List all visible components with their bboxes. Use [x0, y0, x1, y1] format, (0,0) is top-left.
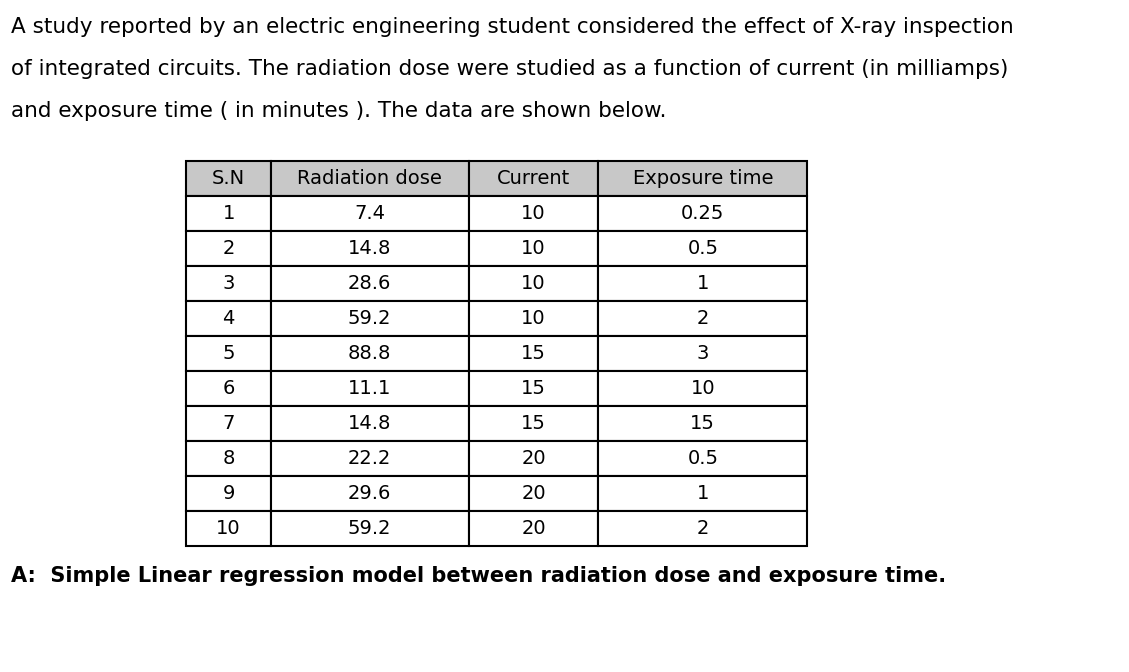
Text: 15: 15: [690, 414, 716, 433]
Bar: [271, 266, 469, 301]
Text: Exposure time: Exposure time: [632, 169, 773, 188]
Text: 15: 15: [520, 414, 546, 433]
Text: 14.8: 14.8: [348, 414, 392, 433]
Text: 1: 1: [697, 484, 709, 503]
Text: 20: 20: [522, 449, 545, 468]
Text: 59.2: 59.2: [348, 519, 392, 538]
Text: 10: 10: [522, 204, 545, 223]
Bar: [598, 406, 807, 441]
Text: A:  Simple Linear regression model between radiation dose and exposure time.: A: Simple Linear regression model betwee…: [11, 566, 946, 586]
Text: 22.2: 22.2: [348, 449, 392, 468]
Bar: [271, 406, 469, 441]
Bar: [271, 336, 469, 371]
Text: 8: 8: [222, 449, 235, 468]
Bar: [598, 231, 807, 266]
Bar: [271, 231, 469, 266]
Bar: [469, 231, 598, 266]
Text: 0.25: 0.25: [681, 204, 725, 223]
Bar: [271, 511, 469, 546]
Bar: [186, 406, 271, 441]
Bar: [186, 371, 271, 406]
Text: 28.6: 28.6: [348, 274, 392, 293]
Bar: [469, 371, 598, 406]
Text: 6: 6: [222, 379, 235, 398]
Bar: [598, 336, 807, 371]
Text: 2: 2: [697, 519, 709, 538]
Bar: [469, 196, 598, 231]
Text: 14.8: 14.8: [348, 239, 392, 258]
Bar: [186, 441, 271, 476]
Text: 7.4: 7.4: [355, 204, 385, 223]
Bar: [186, 476, 271, 511]
Text: 11.1: 11.1: [348, 379, 392, 398]
Text: 10: 10: [217, 519, 240, 538]
Bar: [598, 266, 807, 301]
Bar: [186, 196, 271, 231]
Bar: [186, 511, 271, 546]
Text: 10: 10: [522, 309, 545, 328]
Bar: [469, 301, 598, 336]
Bar: [469, 336, 598, 371]
Text: 59.2: 59.2: [348, 309, 392, 328]
Bar: [271, 371, 469, 406]
Text: 10: 10: [522, 274, 545, 293]
Text: 15: 15: [520, 379, 546, 398]
Text: 2: 2: [697, 309, 709, 328]
Text: S.N: S.N: [212, 169, 245, 188]
Bar: [469, 406, 598, 441]
Text: A study reported by an electric engineering student considered the effect of X-r: A study reported by an electric engineer…: [11, 17, 1014, 37]
Bar: [598, 476, 807, 511]
Text: 10: 10: [522, 239, 545, 258]
Text: 4: 4: [222, 309, 235, 328]
Text: 9: 9: [222, 484, 235, 503]
Bar: [598, 441, 807, 476]
Bar: [271, 441, 469, 476]
Bar: [271, 476, 469, 511]
Text: of integrated circuits. The radiation dose were studied as a function of current: of integrated circuits. The radiation do…: [11, 59, 1008, 79]
Text: 3: 3: [222, 274, 235, 293]
Bar: [186, 301, 271, 336]
Bar: [598, 301, 807, 336]
Text: 1: 1: [222, 204, 235, 223]
Bar: [186, 231, 271, 266]
Bar: [598, 196, 807, 231]
Text: 5: 5: [222, 344, 235, 363]
Text: 0.5: 0.5: [688, 449, 718, 468]
Text: 1: 1: [697, 274, 709, 293]
Text: 10: 10: [691, 379, 715, 398]
Bar: [469, 266, 598, 301]
Bar: [469, 476, 598, 511]
Text: 29.6: 29.6: [348, 484, 392, 503]
Text: and exposure time ( in minutes ). The data are shown below.: and exposure time ( in minutes ). The da…: [11, 101, 667, 122]
Bar: [271, 196, 469, 231]
Text: 3: 3: [697, 344, 709, 363]
Text: 7: 7: [222, 414, 235, 433]
Text: Current: Current: [497, 169, 570, 188]
Text: 0.5: 0.5: [688, 239, 718, 258]
Bar: [271, 161, 469, 196]
Bar: [186, 161, 271, 196]
Bar: [469, 161, 598, 196]
Text: Radiation dose: Radiation dose: [297, 169, 443, 188]
Bar: [598, 511, 807, 546]
Bar: [186, 336, 271, 371]
Text: 2: 2: [222, 239, 235, 258]
Text: 88.8: 88.8: [348, 344, 392, 363]
Bar: [186, 266, 271, 301]
Text: 20: 20: [522, 519, 545, 538]
Bar: [598, 371, 807, 406]
Bar: [469, 441, 598, 476]
Bar: [469, 511, 598, 546]
Bar: [598, 161, 807, 196]
Text: 20: 20: [522, 484, 545, 503]
Bar: [271, 301, 469, 336]
Text: 15: 15: [520, 344, 546, 363]
